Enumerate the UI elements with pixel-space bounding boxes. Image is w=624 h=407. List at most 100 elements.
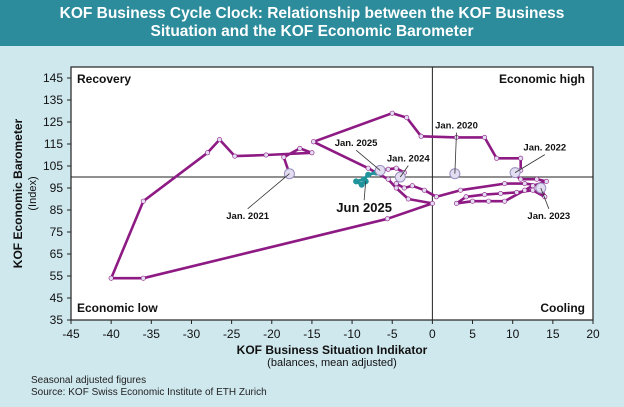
x-tick-label: 0	[429, 327, 436, 341]
annotation-leader-line	[247, 173, 290, 210]
y-tick-label: 35	[50, 313, 64, 327]
data-point	[498, 191, 504, 197]
data-point	[385, 166, 391, 172]
data-point	[232, 153, 238, 159]
data-point	[404, 115, 410, 121]
y-tick-label: 105	[43, 159, 63, 173]
y-tick-label: 125	[43, 115, 63, 129]
data-point	[502, 181, 508, 187]
quadrant-label-cooling: Cooling	[540, 301, 585, 315]
x-tick-label: 5	[469, 327, 476, 341]
x-axis-title: KOF Business Situation Indikator	[237, 343, 428, 357]
quadrant-label-recovery: Recovery	[77, 72, 131, 86]
y-tick-label: 145	[43, 71, 63, 85]
quadrant-label-economic-low: Economic low	[77, 301, 158, 315]
x-tick-label: -25	[223, 327, 241, 341]
x-tick-label: -35	[143, 327, 161, 341]
data-point	[530, 187, 536, 193]
annotation-label: Jan. 2020	[435, 121, 478, 132]
y-tick-label: 95	[50, 181, 64, 195]
annotation-leader-line	[514, 154, 546, 173]
y-tick-label: 85	[50, 203, 64, 217]
data-point	[486, 198, 492, 204]
annotation-marker	[509, 167, 521, 179]
data-point	[384, 216, 390, 222]
x-tick-label: -10	[343, 327, 361, 341]
annotation-leader-line	[363, 181, 367, 201]
x-tick-label: -20	[263, 327, 281, 341]
data-point	[453, 200, 459, 206]
x-tick-label: 10	[506, 327, 520, 341]
data-point	[393, 165, 399, 171]
data-point	[409, 183, 415, 189]
data-point	[309, 150, 315, 156]
business-cycle-chart: -45 -40 -35 -30 -25 -20 -15 -10 -5 0 5 10 15 20 35 45 55…	[11, 66, 600, 369]
y-tick-label: 75	[50, 225, 64, 239]
annotation-leader-line	[454, 132, 457, 174]
y-axis-title: KOF Economic Barometer	[11, 118, 25, 268]
data-point	[514, 189, 520, 195]
y-tick-label: 65	[50, 247, 64, 261]
x-tick-label: 15	[546, 327, 560, 341]
annotation-leader-line	[355, 149, 381, 171]
footnote-source: Source: KOF Swiss Economic Institute of …	[31, 387, 267, 398]
data-point	[311, 139, 317, 145]
data-point	[393, 181, 399, 187]
data-point	[263, 152, 269, 158]
chart-title-line-2: Situation and the KOF Economic Barometer	[150, 23, 474, 40]
annotation-label: Jan. 2025	[335, 138, 378, 149]
x-tick-label: 20	[586, 327, 600, 341]
data-point	[281, 154, 287, 160]
data-point	[433, 194, 439, 200]
data-point	[140, 198, 146, 204]
x-tick-label: -5	[387, 327, 398, 341]
data-point	[494, 155, 500, 161]
data-point	[429, 200, 435, 206]
main-series-line	[109, 111, 548, 280]
y-axis-subtitle: (Index)	[27, 176, 39, 210]
data-point	[365, 165, 371, 171]
data-point	[401, 185, 407, 191]
annotation-label: Jun 2025	[336, 200, 392, 215]
x-tick-label: -40	[102, 327, 120, 341]
data-point	[502, 198, 508, 204]
data-point	[482, 192, 488, 198]
x-tick-label: -45	[62, 327, 80, 341]
footer-notes: Seasonal adjusted figures Source: KOF Sw…	[31, 375, 267, 399]
data-point	[140, 275, 146, 281]
annotation-label: Jan. 2022	[523, 143, 566, 154]
data-point	[534, 176, 540, 182]
recent-data-point	[365, 171, 372, 178]
x-tick-label: -15	[303, 327, 321, 341]
data-point	[418, 133, 424, 139]
data-point	[205, 150, 211, 156]
data-point	[297, 145, 303, 151]
annotation-leader-line	[540, 187, 550, 209]
data-point	[385, 176, 391, 182]
data-point	[543, 178, 549, 184]
data-point	[217, 137, 223, 143]
data-point	[522, 181, 528, 187]
data-point	[530, 183, 536, 189]
footnote-seasonal: Seasonal adjusted figures	[31, 375, 147, 386]
annotation-leader-line	[399, 165, 409, 178]
x-tick-label: -30	[183, 327, 201, 341]
data-point	[518, 176, 524, 182]
data-point	[457, 187, 463, 193]
quadrant-label-economic-high: Economic high	[499, 72, 585, 86]
data-point	[518, 155, 524, 161]
data-point	[393, 185, 399, 191]
recent-data-point	[353, 178, 360, 185]
recent-data-point	[358, 181, 365, 188]
data-point	[405, 196, 411, 202]
data-point	[389, 110, 395, 116]
y-tick-label: 115	[44, 137, 63, 151]
annotation-label: Jan. 2023	[527, 211, 570, 222]
annotation-label: Jan. 2024	[387, 154, 430, 165]
y-tick-label: 55	[50, 269, 64, 283]
annotation-label: Jan. 2021	[226, 211, 269, 222]
chart-title-line-1: KOF Business Cycle Clock: Relationship b…	[59, 5, 565, 22]
data-point	[482, 134, 488, 140]
data-point	[463, 194, 469, 200]
